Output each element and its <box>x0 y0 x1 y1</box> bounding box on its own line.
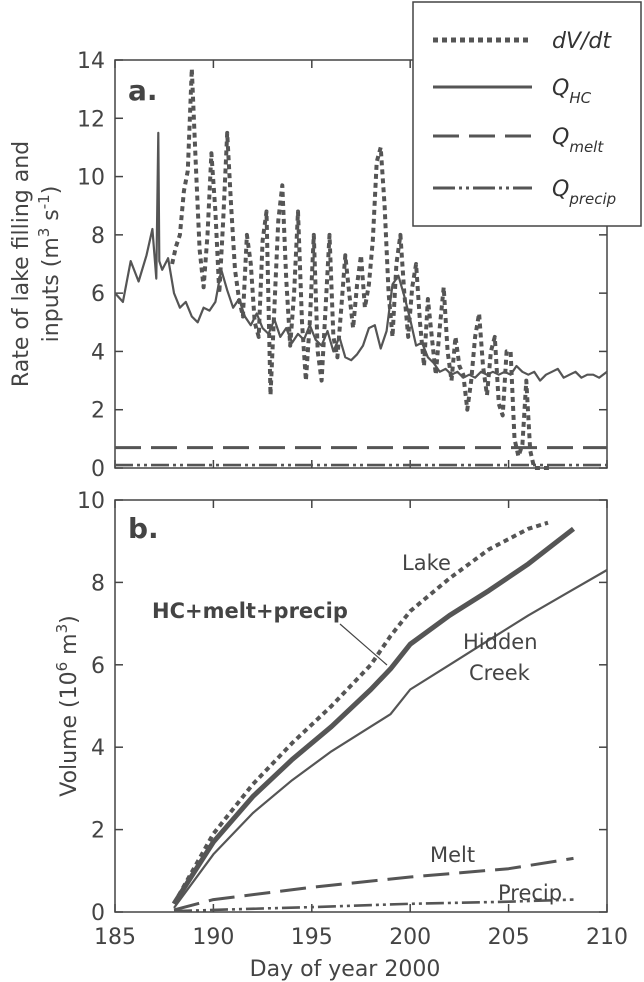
y-tick-label: 14 <box>77 49 105 74</box>
panel-a-label: a. <box>128 74 158 107</box>
series-line-melt <box>173 856 574 912</box>
y-tick-label: 6 <box>91 282 105 307</box>
panel-b-label: b. <box>128 512 159 545</box>
y-tick-label: 6 <box>91 654 105 679</box>
y-tick-label: 10 <box>77 489 105 514</box>
annotation-lake: Lake <box>402 551 451 575</box>
legend-label-qprecip: Qprecip <box>552 177 616 208</box>
x-tick-label: 195 <box>291 925 333 950</box>
legend-label-qmelt: Qmelt <box>552 125 604 156</box>
panel-b-frame <box>114 499 608 913</box>
legend: dV/dt QHC Qmelt Qprecip <box>412 1 642 227</box>
y-tick-label: 10 <box>77 166 105 191</box>
series-line-solid-1 <box>114 131 608 382</box>
panel-b-series <box>171 520 608 913</box>
series-line-hc-melt-precip <box>171 526 576 906</box>
annotation-combined: HC+melt+precip <box>152 599 348 623</box>
y-tick-label: 0 <box>91 901 105 926</box>
panel-b-ylabel: Volume (106 m3) <box>53 615 82 797</box>
panel-b-y-ticks: 0 2 4 6 8 10 <box>77 489 607 926</box>
y-tick-label: 8 <box>91 224 105 249</box>
y-tick-label: 4 <box>91 736 105 761</box>
x-tick-label: 185 <box>94 925 136 950</box>
panel-a-frame <box>114 59 608 469</box>
y-tick-label: 12 <box>77 107 105 132</box>
series-line-precip <box>173 898 574 913</box>
panel-b-xlabel: Day of year 2000 <box>250 957 441 982</box>
x-tick-label: 210 <box>586 925 628 950</box>
y-tick-label: 4 <box>91 340 105 365</box>
series-line-hidden-creek <box>173 569 608 909</box>
y-tick-label: 8 <box>91 571 105 596</box>
annotation-melt: Melt <box>430 843 475 867</box>
annotation-hidden: Hidden <box>463 630 538 654</box>
annotation-precip: Precip <box>498 881 562 905</box>
panel-a-ylabel-line2: inputs (m3 s-1) <box>35 186 64 343</box>
y-tick-label: 2 <box>91 399 105 424</box>
panel-b-x-ticks: 185 190 195 200 205 210 <box>94 500 628 950</box>
x-tick-label: 205 <box>488 925 530 950</box>
x-tick-label: 200 <box>389 925 431 950</box>
x-tick-label: 190 <box>192 925 234 950</box>
annotation-creek: Creek <box>469 661 531 685</box>
y-tick-label: 2 <box>91 819 105 844</box>
panel-a-ylabel-line1: Rate of lake filling and <box>9 141 34 387</box>
y-tick-label: 0 <box>91 457 105 482</box>
series-line-lake <box>172 520 549 905</box>
legend-label-dvdt: dV/dt <box>552 29 612 54</box>
annotation-combined-pointer <box>339 623 388 666</box>
legend-label-qhc: QHC <box>552 76 592 107</box>
panel-a-series <box>114 66 608 470</box>
